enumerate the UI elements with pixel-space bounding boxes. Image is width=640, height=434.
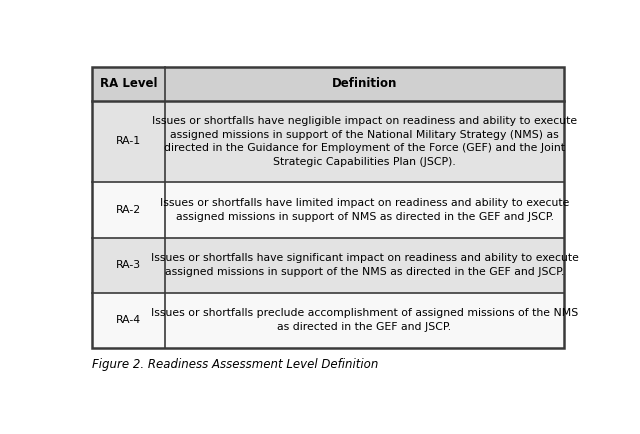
Bar: [165, 182, 564, 237]
Bar: [92, 101, 165, 182]
Text: RA-1: RA-1: [116, 136, 141, 147]
Bar: [92, 237, 165, 293]
Bar: [165, 101, 564, 182]
Text: RA-3: RA-3: [116, 260, 141, 270]
Text: Issues or shortfalls preclude accomplishment of assigned missions of the NMS
as : Issues or shortfalls preclude accomplish…: [151, 309, 578, 332]
Bar: [165, 237, 564, 293]
Text: Definition: Definition: [332, 77, 397, 90]
Bar: [92, 67, 564, 348]
Text: RA-4: RA-4: [116, 315, 141, 325]
Bar: [165, 67, 564, 101]
Text: Figure 2. Readiness Assessment Level Definition: Figure 2. Readiness Assessment Level Def…: [92, 358, 379, 371]
Bar: [92, 182, 165, 237]
Text: Issues or shortfalls have significant impact on readiness and ability to execute: Issues or shortfalls have significant im…: [150, 253, 579, 277]
Bar: [92, 67, 165, 101]
Text: RA Level: RA Level: [100, 77, 157, 90]
Text: RA-2: RA-2: [116, 205, 141, 215]
Text: Issues or shortfalls have negligible impact on readiness and ability to execute
: Issues or shortfalls have negligible imp…: [152, 116, 577, 167]
Bar: [92, 293, 165, 348]
Bar: [165, 293, 564, 348]
Text: Issues or shortfalls have limited impact on readiness and ability to execute
ass: Issues or shortfalls have limited impact…: [160, 198, 569, 222]
